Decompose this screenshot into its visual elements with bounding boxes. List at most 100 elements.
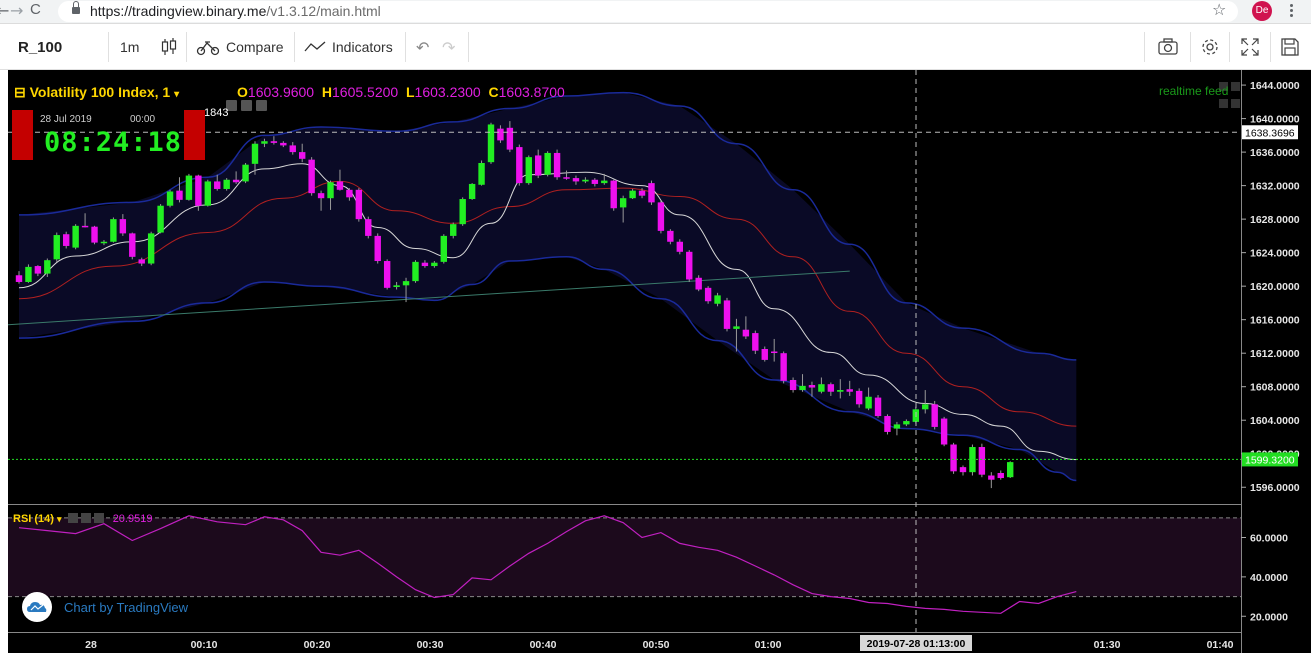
candle-body [402, 281, 410, 286]
candle [497, 125, 504, 143]
candle-body [950, 444, 957, 472]
candle-body [383, 261, 391, 288]
profile-avatar[interactable]: De [1252, 1, 1272, 21]
candle [931, 400, 938, 430]
candle [421, 260, 429, 268]
browser-menu-icon[interactable] [1288, 2, 1294, 20]
timeframe-button[interactable]: 1m [120, 39, 140, 55]
rsi-tick-label: 20.0000 [1250, 611, 1288, 623]
compare-button[interactable]: Compare [196, 24, 284, 70]
rsi-tick-label: 60.0000 [1250, 533, 1288, 545]
url-field[interactable]: https://tradingview.binary.me/v1.3.12/ma… [58, 1, 1238, 22]
fullscreen-icon[interactable] [1239, 36, 1261, 58]
candle-body [261, 141, 268, 144]
candle-body [761, 349, 768, 360]
candle [412, 260, 419, 283]
candle [289, 142, 296, 155]
candle [327, 180, 334, 210]
price-axis-bg [1242, 70, 1311, 653]
indicators-button[interactable]: Indicators [304, 24, 393, 70]
symbol-search-button[interactable]: R_100 [18, 38, 63, 56]
trend-line [7, 270, 850, 326]
save-icon[interactable] [1279, 36, 1301, 58]
candle-body [412, 261, 419, 282]
candle-body [865, 396, 872, 409]
candle-body [525, 157, 532, 184]
candle-body [657, 202, 665, 231]
series-dropdown-icon[interactable]: ▾ [174, 89, 180, 100]
candle-body [232, 179, 240, 183]
candle [176, 177, 183, 203]
candle-body [374, 235, 381, 262]
candle [138, 257, 145, 267]
candle [431, 261, 438, 268]
candle [733, 318, 740, 352]
candle-style-button[interactable] [160, 24, 178, 70]
candle [808, 381, 816, 397]
candle [280, 141, 287, 148]
candle [723, 297, 731, 332]
rsi-close-icon[interactable] [93, 513, 104, 523]
candle [34, 265, 42, 277]
candle [874, 395, 882, 418]
tradingview-watermark[interactable]: Chart by TradingView [22, 592, 188, 622]
candle [204, 179, 211, 207]
price-tick-label: 1636.0000 [1250, 147, 1300, 159]
camera-icon[interactable] [1157, 36, 1179, 58]
forward-arrow-icon[interactable]: → [10, 1, 24, 20]
back-arrow-icon[interactable]: ← [0, 1, 10, 20]
bookmark-star-icon[interactable]: ☆ [1212, 0, 1227, 19]
candle [940, 416, 948, 447]
candle-body [610, 180, 617, 209]
candle-body [799, 385, 806, 391]
candle-body [53, 235, 60, 260]
candle-body [827, 384, 835, 392]
candle [601, 173, 608, 185]
candle-body [280, 142, 287, 146]
chart-toolbar: R_100 1m Compare Indicators ↶ ↷ [0, 24, 1311, 70]
rsi-visibility-icon[interactable] [80, 513, 91, 523]
candle-body [893, 424, 901, 429]
candle [270, 136, 278, 145]
legend-buttons[interactable] [226, 98, 271, 114]
candle [147, 231, 155, 266]
candle [346, 188, 353, 201]
candle [969, 444, 976, 476]
series-title[interactable]: Volatility 100 Index, 1 [29, 84, 171, 100]
legend-collapse-icon[interactable]: ⊟ [14, 84, 26, 100]
watermark-text: Chart by TradingView [64, 599, 189, 615]
rsi-settings-icon[interactable] [67, 513, 78, 523]
candle-body [176, 190, 183, 200]
candle-body [327, 182, 334, 199]
candle-body [516, 147, 523, 184]
candle [997, 470, 1004, 480]
candle [695, 275, 702, 292]
candle [922, 390, 929, 414]
candle-body [903, 421, 910, 425]
candle-body [497, 128, 504, 141]
redo-icon[interactable]: ↷ [442, 37, 456, 57]
candle-body [704, 287, 712, 302]
candle-body [138, 259, 145, 264]
price-tick-label: 1624.0000 [1250, 248, 1300, 260]
realtime-feed-label: realtime feed [1159, 84, 1229, 98]
candle [91, 225, 98, 245]
gear-icon[interactable] [1199, 36, 1221, 58]
candlestick-chart[interactable]: 1644.0000 1640.0000 1636.0000 1632.0000 1628… [7, 70, 1311, 653]
candle-body [535, 155, 542, 176]
candle [336, 169, 344, 191]
chart-area[interactable]: 1644.0000 1640.0000 1636.0000 1632.0000 1628… [7, 70, 1311, 653]
candle [402, 277, 410, 303]
candle [365, 216, 372, 239]
reload-icon[interactable]: C [30, 1, 41, 18]
candle [100, 240, 108, 246]
undo-icon[interactable]: ↶ [416, 37, 430, 57]
candle [837, 379, 844, 399]
candle [232, 171, 240, 184]
crosshair-price-box [1242, 125, 1298, 140]
rsi-dropdown-icon[interactable]: ▾ [57, 514, 62, 524]
bollinger-lower-line [18, 256, 1077, 482]
rsi-name[interactable]: RSI (14) [13, 513, 54, 525]
candle [242, 163, 249, 184]
rsi-tick-label: 40.0000 [1250, 572, 1288, 584]
